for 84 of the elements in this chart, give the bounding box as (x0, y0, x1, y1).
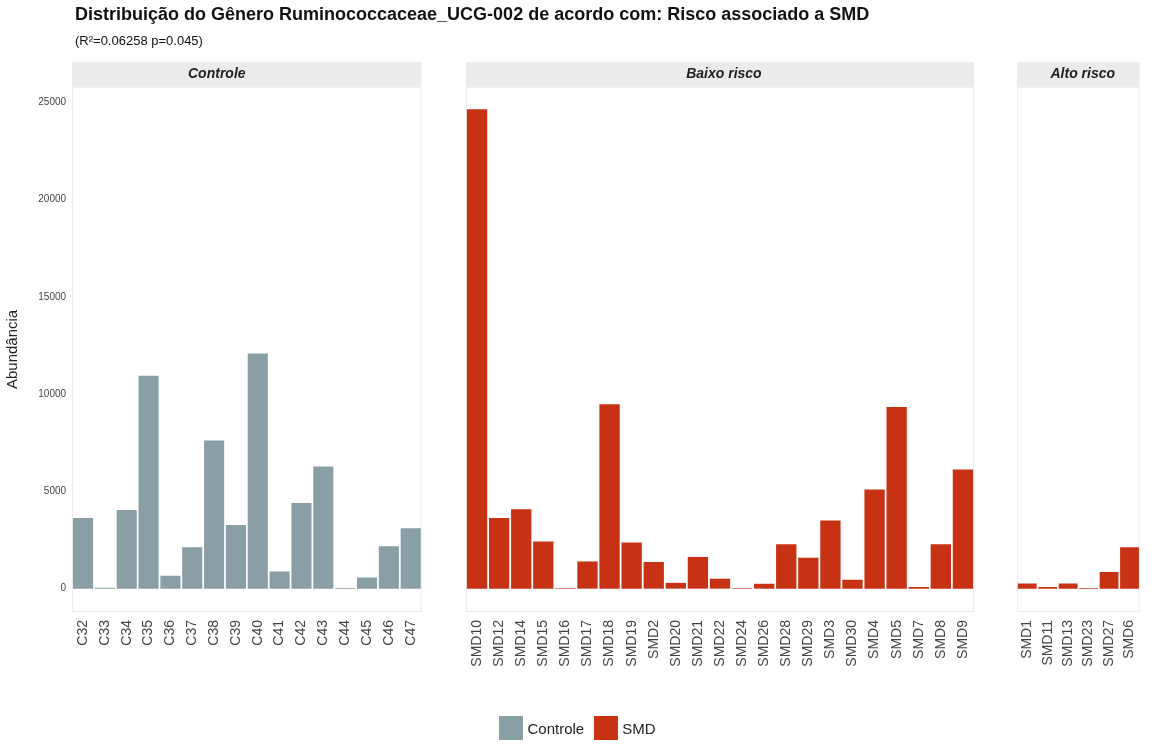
x-tick-label: SMD16 (555, 619, 572, 667)
bar (753, 583, 774, 589)
x-tick-label: SMD27 (1100, 619, 1117, 667)
x-tick-label: SMD11 (1038, 619, 1055, 666)
x-tick-label: SMD21 (688, 619, 705, 667)
x-tick-label: SMD1 (1018, 619, 1035, 659)
x-tick-label: SMD26 (754, 619, 771, 667)
bar (886, 406, 907, 589)
x-tick-label: SMD8 (931, 619, 948, 659)
x-tick-label: C43 (314, 619, 331, 646)
x-tick-label: C35 (139, 619, 156, 646)
x-tick-label: SMD6 (1120, 619, 1137, 659)
x-tick-label: C45 (357, 619, 374, 646)
x-tick-label: C32 (73, 619, 90, 646)
x-tick-label: SMD10 (467, 619, 484, 667)
x-tick-label: SMD14 (511, 619, 528, 667)
x-tick-label: SMD30 (842, 619, 859, 667)
bar (72, 518, 94, 589)
y-tick-label: 0 (60, 582, 67, 594)
bar (400, 528, 421, 589)
bar (466, 109, 487, 589)
bar (687, 556, 708, 589)
x-tick-label: SMD20 (666, 619, 683, 667)
bar (709, 578, 730, 589)
x-tick-label: C34 (117, 619, 134, 646)
x-tick-label: SMD29 (798, 619, 815, 667)
y-tick-label: 5000 (43, 485, 67, 497)
x-tick-label: SMD2 (644, 619, 661, 659)
bar (182, 547, 203, 589)
bar (1120, 547, 1140, 589)
bar (247, 353, 268, 589)
x-tick-label: SMD18 (600, 619, 617, 667)
x-tick-label: SMD3 (820, 619, 837, 659)
x-tick-label: C41 (270, 619, 287, 646)
x-tick-label: C36 (161, 619, 178, 646)
bar (952, 469, 973, 589)
chart-title: Alto risco (1049, 65, 1117, 82)
x-tick-label: SMD9 (953, 619, 970, 659)
bar (356, 577, 378, 589)
y-tick-label: 15000 (38, 290, 67, 302)
x-tick-label: C44 (336, 619, 353, 646)
bar (510, 509, 531, 589)
bar (225, 525, 246, 589)
bar (930, 544, 951, 589)
bar (797, 557, 819, 589)
text: (R²=0.06258 p=0.045) (75, 33, 204, 48)
bar (378, 546, 399, 589)
y-axis-title: Abundância (3, 309, 21, 389)
x-tick-label: SMD5 (887, 619, 904, 659)
x-tick-label: C33 (95, 619, 112, 646)
x-tick-label: SMD7 (909, 619, 926, 659)
text: Distribuição do Gênero Ruminococcaceae_UCG-002 de acordo com: Risco associado a SMD (75, 4, 870, 25)
x-tick-label: C40 (248, 619, 265, 646)
bar (116, 509, 137, 589)
x-tick-label: C37 (183, 619, 200, 646)
y-tick-label: 10000 (38, 387, 67, 399)
bar (488, 518, 509, 589)
chart-title: Controle (187, 65, 246, 82)
bar (532, 541, 554, 589)
x-tick-label: SMD23 (1079, 619, 1096, 667)
x-tick-label: SMD17 (577, 619, 594, 667)
x-tick-label: SMD13 (1059, 619, 1076, 667)
x-tick-label: C38 (204, 619, 221, 646)
x-tick-label: C47 (401, 619, 418, 646)
legend-label: SMD (622, 719, 656, 737)
x-tick-label: SMD19 (622, 619, 639, 667)
bar (665, 582, 686, 589)
bar (643, 562, 664, 589)
x-tick-label: C46 (379, 619, 396, 646)
bar (775, 544, 796, 589)
legend-label: Controle (527, 719, 585, 737)
x-tick-label: C39 (226, 619, 243, 646)
x-tick-label: SMD22 (710, 619, 727, 667)
y-tick-label: 25000 (38, 96, 67, 108)
x-tick-label: SMD24 (732, 619, 749, 667)
x-tick-label: SMD15 (533, 619, 550, 667)
y-tick-label: 20000 (38, 193, 67, 205)
chart-title: Baixo risco (685, 65, 762, 82)
x-tick-label: SMD4 (865, 619, 882, 659)
x-tick-label: C42 (292, 619, 309, 646)
x-tick-label: SMD28 (776, 619, 793, 667)
bar (204, 440, 225, 589)
x-tick-label: SMD12 (489, 619, 506, 667)
bar (1100, 571, 1119, 589)
